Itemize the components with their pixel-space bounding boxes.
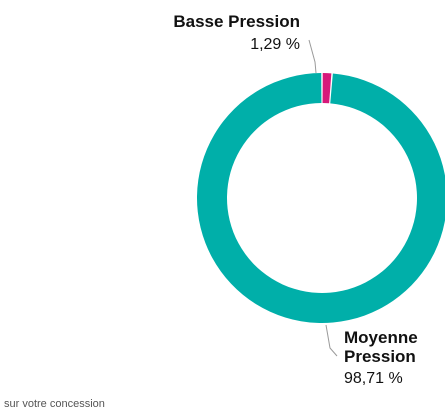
- slice-moyenne-pression: [197, 73, 445, 323]
- label-moyenne-pression: Moyenne Pression 98,71 %: [325, 324, 418, 387]
- label-basse-pression-value: 1,29 %: [250, 36, 300, 53]
- label-moyenne-pression-value: 98,71 %: [344, 370, 403, 387]
- label-moyenne-pression-name-line2: Pression: [344, 347, 416, 366]
- label-basse-pression: Basse Pression 1,29 %: [173, 12, 317, 74]
- leader-line-basse-pression: [308, 39, 317, 74]
- label-moyenne-pression-name-line1: Moyenne: [344, 328, 418, 347]
- donut-slices: [197, 73, 445, 323]
- label-basse-pression-name: Basse Pression: [173, 12, 300, 31]
- slice-basse-pression: [322, 73, 332, 104]
- leader-line-moyenne-pression: [325, 324, 338, 357]
- footer-note: sur votre concession: [4, 398, 105, 410]
